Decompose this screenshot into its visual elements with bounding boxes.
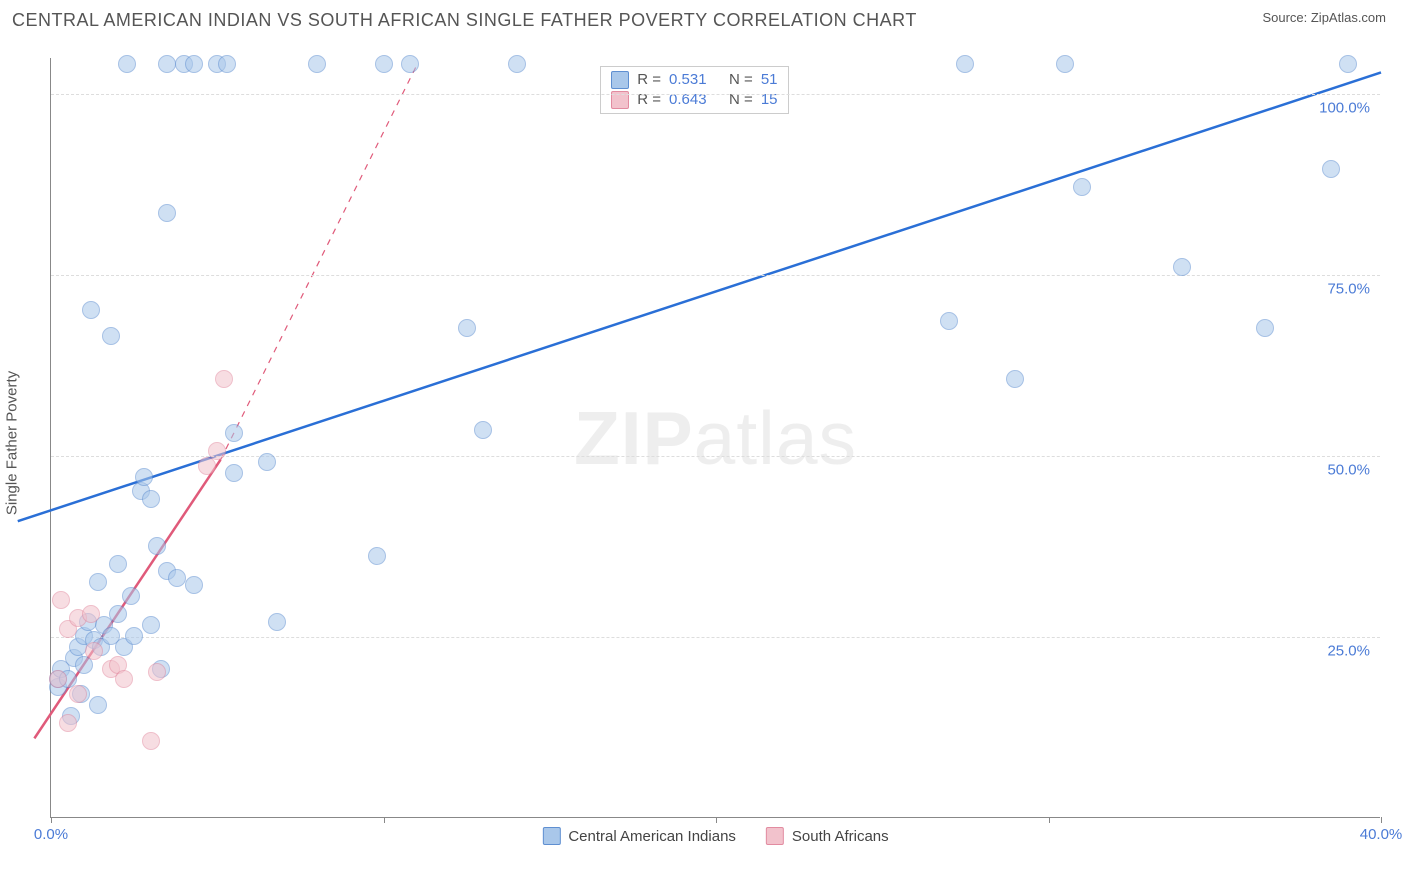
legend-bottom-item: South Africans — [766, 827, 889, 845]
point-series-a — [401, 55, 419, 73]
point-series-a — [158, 55, 176, 73]
point-series-a — [89, 573, 107, 591]
point-series-a — [1006, 370, 1024, 388]
y-tick-label: 75.0% — [1327, 281, 1370, 298]
point-series-b — [215, 370, 233, 388]
chart-title: CENTRAL AMERICAN INDIAN VS SOUTH AFRICAN… — [12, 10, 917, 31]
point-series-b — [49, 670, 67, 688]
point-series-a — [89, 696, 107, 714]
point-series-a — [185, 55, 203, 73]
x-tick — [51, 817, 52, 823]
x-tick — [1049, 817, 1050, 823]
point-series-a — [158, 204, 176, 222]
point-series-b — [69, 685, 87, 703]
point-series-a — [308, 55, 326, 73]
point-series-a — [368, 547, 386, 565]
point-series-b — [208, 442, 226, 460]
y-tick-label: 50.0% — [1327, 462, 1370, 479]
point-series-a — [1322, 160, 1340, 178]
point-series-a — [1339, 55, 1357, 73]
source-attrib: Source: ZipAtlas.com — [1262, 10, 1386, 25]
point-series-a — [1256, 319, 1274, 337]
x-tick-label: 0.0% — [34, 826, 68, 843]
legend-n-label: N = — [729, 71, 753, 88]
point-series-a — [1073, 178, 1091, 196]
gridline-h — [51, 94, 1380, 95]
point-series-b — [148, 663, 166, 681]
legend-swatch — [611, 71, 629, 89]
gridline-h — [51, 637, 1380, 638]
point-series-a — [1173, 258, 1191, 276]
point-series-a — [102, 327, 120, 345]
x-tick — [384, 817, 385, 823]
point-series-a — [122, 587, 140, 605]
series-legend: Central American Indians South Africans — [542, 827, 888, 845]
point-series-a — [474, 421, 492, 439]
y-tick-label: 25.0% — [1327, 643, 1370, 660]
chart-area: Single Father Poverty ZIPatlas R =0.531N… — [40, 48, 1390, 838]
point-series-a — [109, 555, 127, 573]
point-series-b — [59, 714, 77, 732]
point-series-a — [1056, 55, 1074, 73]
point-series-a — [109, 605, 127, 623]
legend-row: R = 0.531 N = 51 — [611, 71, 777, 89]
point-series-a — [218, 55, 236, 73]
point-series-a — [508, 55, 526, 73]
legend-r-value: 0.531 — [669, 71, 721, 88]
point-series-a — [168, 569, 186, 587]
point-series-a — [118, 55, 136, 73]
x-tick — [1381, 817, 1382, 823]
plot-region: ZIPatlas R =0.531N =51R =0.643N =15 Cent… — [50, 58, 1380, 818]
point-series-a — [225, 424, 243, 442]
x-tick-label: 40.0% — [1360, 826, 1403, 843]
y-tick-label: 100.0% — [1319, 100, 1370, 117]
point-series-b — [115, 670, 133, 688]
point-series-a — [135, 468, 153, 486]
source-label: Source: — [1262, 10, 1310, 25]
gridline-h — [51, 456, 1380, 457]
legend-n-value: 51 — [761, 71, 778, 88]
point-series-a — [82, 301, 100, 319]
point-series-b — [85, 642, 103, 660]
legend-swatch — [542, 827, 560, 845]
point-series-a — [458, 319, 476, 337]
x-tick — [716, 817, 717, 823]
point-series-a — [142, 490, 160, 508]
legend-series-label: South Africans — [792, 828, 889, 845]
legend-bottom-item: Central American Indians — [542, 827, 736, 845]
point-series-a — [225, 464, 243, 482]
point-series-a — [375, 55, 393, 73]
y-axis-label: Single Father Poverty — [4, 371, 21, 515]
point-series-a — [956, 55, 974, 73]
trend-lines-layer — [51, 58, 1380, 817]
point-series-b — [82, 605, 100, 623]
point-series-a — [268, 613, 286, 631]
point-series-a — [148, 537, 166, 555]
point-series-a — [185, 576, 203, 594]
source-value: ZipAtlas.com — [1311, 10, 1386, 25]
point-series-a — [940, 312, 958, 330]
point-series-b — [52, 591, 70, 609]
legend-r-label: R = — [637, 71, 661, 88]
point-series-a — [142, 616, 160, 634]
correlation-legend: R =0.531N =51R =0.643N =15 — [600, 66, 788, 114]
legend-swatch — [766, 827, 784, 845]
point-series-a — [125, 627, 143, 645]
legend-series-label: Central American Indians — [568, 828, 736, 845]
point-series-a — [258, 453, 276, 471]
point-series-b — [142, 732, 160, 750]
